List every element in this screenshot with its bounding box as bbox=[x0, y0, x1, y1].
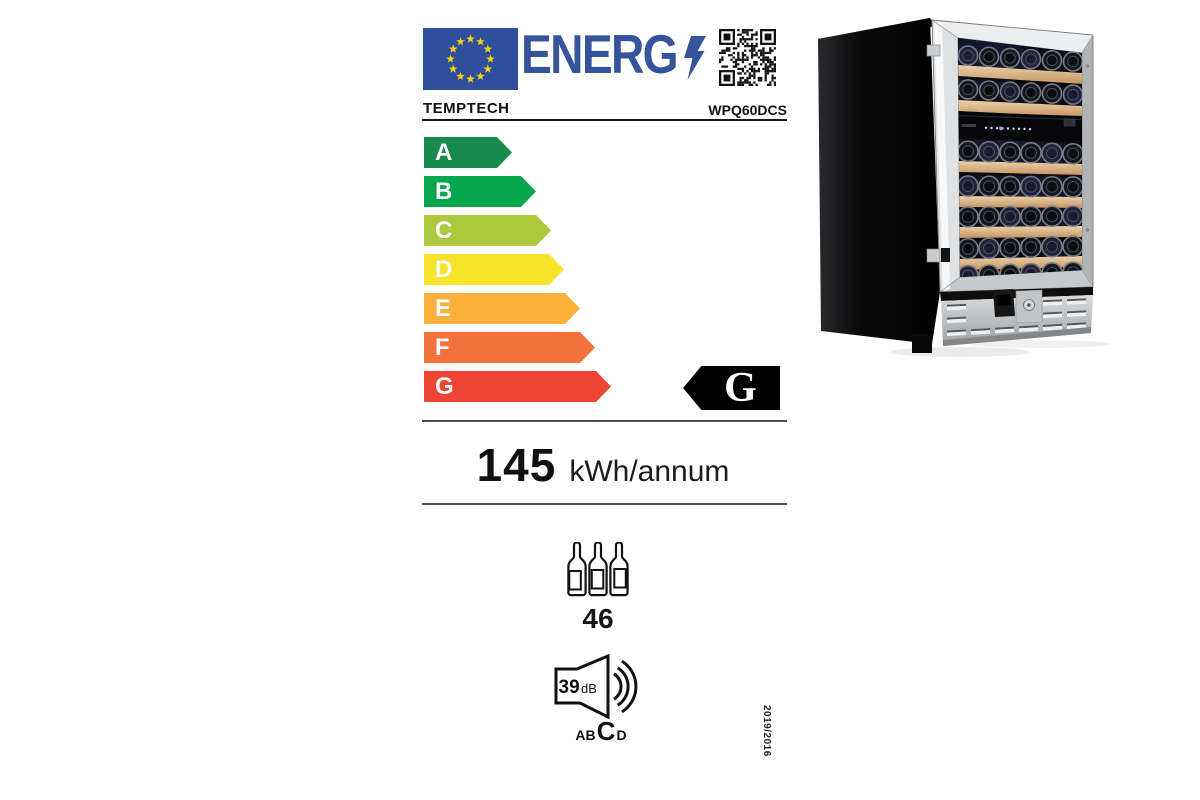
energy-class-letter: F bbox=[435, 334, 450, 361]
noise-value: 39 bbox=[559, 677, 580, 698]
cooler-vent-plinth bbox=[940, 287, 1093, 346]
bottle-icon bbox=[588, 542, 608, 597]
vent-louvers bbox=[947, 298, 1086, 337]
control-panel bbox=[958, 112, 1082, 143]
energy-class-arrow-e: E bbox=[424, 293, 580, 324]
speaker-shape bbox=[554, 653, 610, 720]
bottle-capacity-value: 46 bbox=[582, 603, 614, 634]
energy-class-letter: B bbox=[435, 178, 453, 205]
bottle-icon bbox=[567, 542, 587, 597]
energy-class-arrow-g: G bbox=[424, 371, 611, 402]
energ-logo-text: ENERG bbox=[521, 23, 679, 85]
product-image-wine-cooler bbox=[818, 18, 1110, 357]
wine-bottles-icon bbox=[567, 542, 629, 597]
hinge-bracket bbox=[926, 44, 941, 57]
energy-class-letter: E bbox=[435, 295, 452, 322]
energy-class-arrow-a: A bbox=[424, 137, 512, 168]
noise-class-scale: AB C D bbox=[423, 716, 779, 747]
qr-code-icon bbox=[719, 29, 776, 86]
consumption-value: 145 bbox=[476, 439, 557, 491]
energy-class-scale: A B C D E F G bbox=[424, 137, 611, 410]
divider bbox=[422, 119, 787, 121]
energy-class-letter: G bbox=[435, 373, 454, 400]
noise-scale-active: C bbox=[596, 716, 616, 746]
noise-scale-suffix: D bbox=[616, 727, 627, 743]
consumption-unit: kWh/annum bbox=[569, 455, 730, 488]
noise-scale-prefix: AB bbox=[575, 727, 596, 743]
cooler-door-frame bbox=[926, 19, 1094, 293]
divider bbox=[422, 503, 787, 505]
cooler-foot bbox=[912, 334, 932, 353]
rating-letter: G bbox=[724, 365, 757, 411]
speaker-icon: 39 dB bbox=[554, 653, 638, 720]
energy-class-arrow-c: C bbox=[424, 215, 551, 246]
energy-class-arrow-f: F bbox=[424, 332, 595, 363]
regulation-number: 2019/2016 bbox=[761, 705, 772, 757]
model-number: WPQ60DCS bbox=[708, 102, 787, 118]
eu-flag-stars bbox=[446, 34, 495, 83]
energy-class-arrow-d: D bbox=[424, 254, 564, 285]
rating-arrow: G bbox=[683, 366, 780, 410]
cooler-interior bbox=[958, 38, 1082, 277]
eu-flag-icon bbox=[423, 28, 518, 90]
energy-class-letter: C bbox=[435, 217, 453, 244]
energy-class-letter: A bbox=[435, 139, 453, 166]
energy-class-arrow-b: B bbox=[424, 176, 536, 207]
hinge-bracket bbox=[926, 248, 941, 263]
brand-name: TEMPTECH bbox=[423, 100, 510, 117]
lightning-bolt-icon bbox=[684, 36, 706, 80]
noise-unit: dB bbox=[581, 681, 597, 696]
stored-bottles bbox=[958, 45, 1082, 277]
bottle-icon bbox=[609, 542, 629, 597]
cooler-side-panel bbox=[818, 18, 940, 353]
divider bbox=[422, 420, 787, 422]
sound-waves-icon bbox=[613, 659, 638, 714]
energy-class-letter: D bbox=[435, 256, 453, 283]
annual-consumption: 145 kWh/annum bbox=[423, 438, 783, 492]
